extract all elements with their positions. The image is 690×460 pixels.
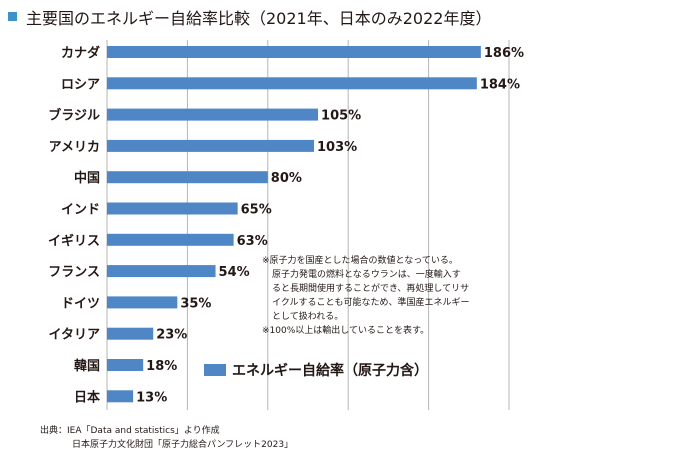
bar (107, 390, 134, 403)
category-label: 韓国 (74, 358, 100, 374)
value-label: 105% (321, 109, 361, 124)
note-line: ると長期間使用することができ、再処理してリサ (272, 284, 470, 294)
bar (107, 108, 319, 121)
bar-chart: カナダ 186% ロシア 184% ブラジル 105% アメリカ 103% 中国 80% インド 65… (48, 40, 524, 410)
value-label: 184% (480, 77, 520, 92)
note-line: 原子力発電の燃料となるウランは、一度輸入す (272, 270, 461, 280)
value-label: 65% (241, 203, 272, 218)
category-label: カナダ (61, 45, 100, 61)
category-label: ブラジル (48, 108, 100, 124)
category-label: イタリア (49, 328, 100, 343)
note-line: として扱われる。 (272, 312, 344, 322)
source-citation: 出典：IEA「Data and statistics」より作成 日本原子力文化財… (40, 424, 293, 452)
bar (107, 359, 144, 371)
bar (107, 233, 234, 246)
category-label: フランス (48, 265, 100, 280)
bar (107, 296, 178, 309)
label-layer: カナダ 186% ロシア 184% ブラジル 105% アメリカ 103% 中国 80% インド 65… (48, 45, 524, 405)
note-line: イクルすることも可能なため、準国産エネルギー (272, 298, 470, 308)
value-label: 23% (156, 328, 187, 343)
value-label: 80% (271, 171, 302, 186)
category-label: イギリス (48, 233, 100, 249)
value-label: 63% (237, 234, 268, 249)
value-label: 18% (146, 359, 177, 374)
category-label: ドイツ (61, 296, 100, 311)
bar (107, 77, 477, 90)
chart-title: 主要国のエネルギー自給率比較（2021年、日本のみ2022年度） (26, 9, 492, 28)
legend-swatch (204, 364, 226, 376)
value-label: 13% (136, 390, 167, 405)
bar (107, 46, 481, 58)
bar-layer (107, 46, 481, 403)
source-line-2: 日本原子力文化財団「原子力総合パンフレット2023」 (72, 440, 294, 450)
note-line: ※100%以上は輸出していることを表す。 (262, 326, 430, 336)
bar (107, 327, 154, 340)
bar (107, 202, 238, 215)
category-label: インド (61, 203, 100, 218)
grid-layer (106, 40, 510, 410)
chart-notes: ※原子力を国産とした場合の数値となっている。 原子力発電の燃料となるウランは、一… (262, 254, 470, 338)
bar (107, 139, 315, 152)
category-label: ロシア (61, 77, 100, 92)
value-label: 54% (219, 265, 250, 280)
category-label: 中国 (74, 170, 100, 186)
title-marker (8, 12, 17, 21)
category-label: 日本 (74, 389, 100, 405)
value-label: 103% (317, 140, 357, 155)
chart-legend: エネルギー自給率（原子力含） (204, 360, 428, 380)
category-label: アメリカ (49, 140, 100, 155)
bar (107, 265, 216, 278)
value-label: 186% (484, 46, 524, 61)
value-label: 35% (180, 296, 211, 311)
note-line: ※原子力を国産とした場合の数値となっている。 (262, 256, 458, 266)
source-line-1: 出典：IEA「Data and statistics」より作成 (40, 426, 220, 436)
legend-label: エネルギー自給率（原子力含） (232, 363, 428, 379)
bar (107, 171, 268, 184)
